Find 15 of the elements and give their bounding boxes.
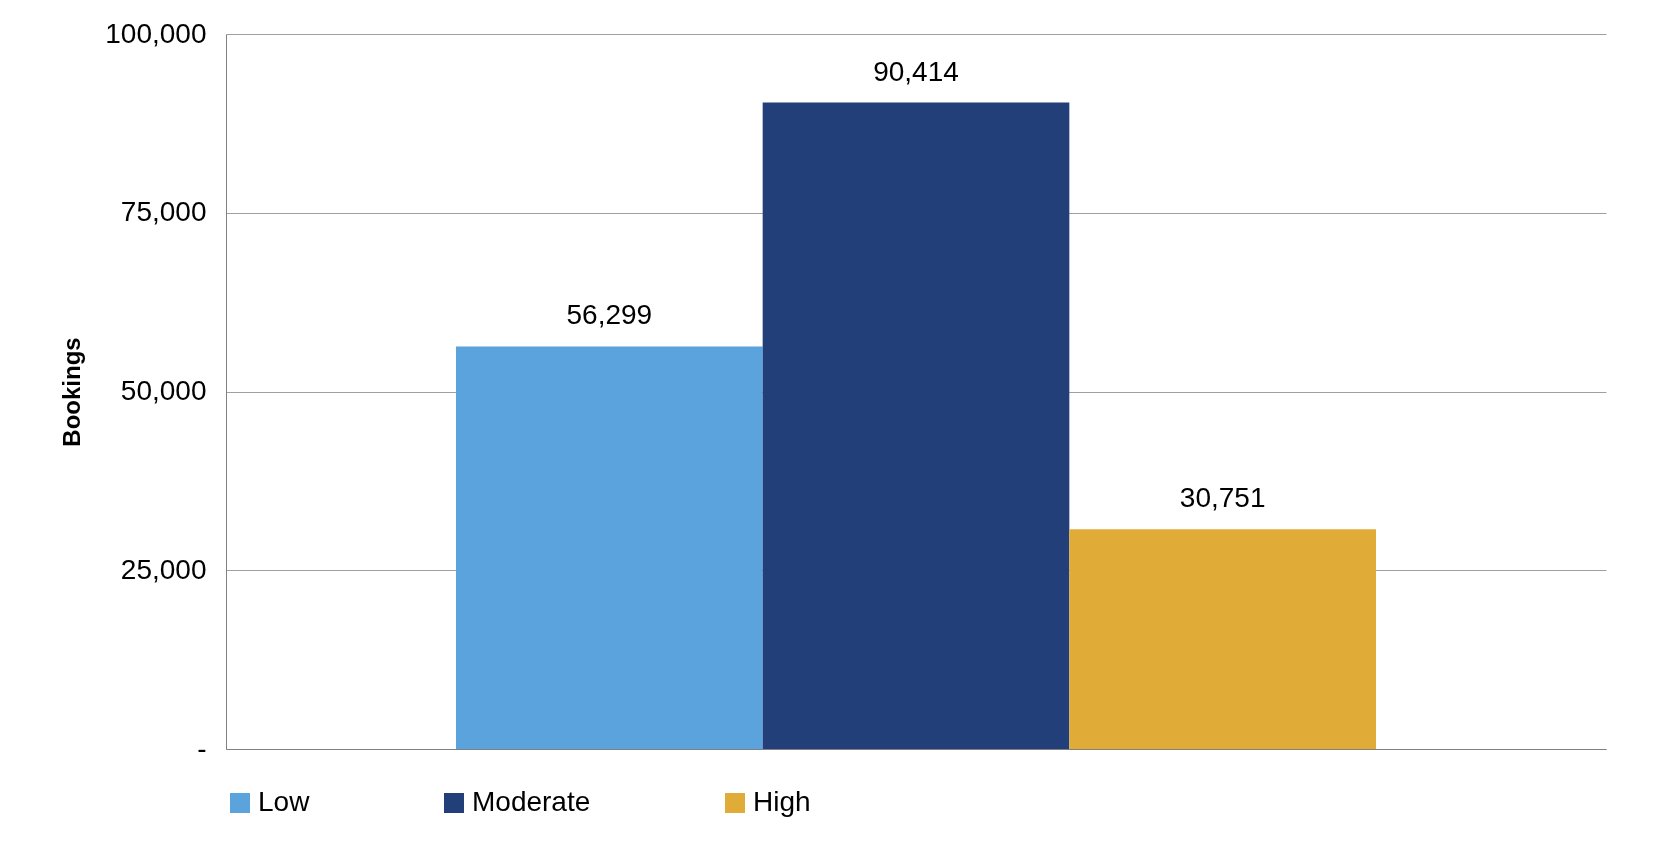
data-label: 30,751 xyxy=(1179,482,1266,514)
y-tick-label: 50,000 xyxy=(120,375,207,406)
data-label: 56,299 xyxy=(566,299,653,331)
y-tick-label: 100,000 xyxy=(105,17,207,49)
legend-label: High xyxy=(753,786,811,817)
bar xyxy=(762,102,1070,749)
legend-label: Low xyxy=(258,786,311,817)
y-tick-label: 25,000 xyxy=(120,553,207,585)
bar xyxy=(456,346,763,749)
y-tick-label: 75,000 xyxy=(120,196,207,228)
data-label: 90,414 xyxy=(873,55,959,87)
y-axis-title: Bookings xyxy=(58,337,86,447)
legend-label: Moderate xyxy=(472,786,591,817)
bar xyxy=(1069,529,1376,749)
y-tick-label: - xyxy=(197,732,207,764)
